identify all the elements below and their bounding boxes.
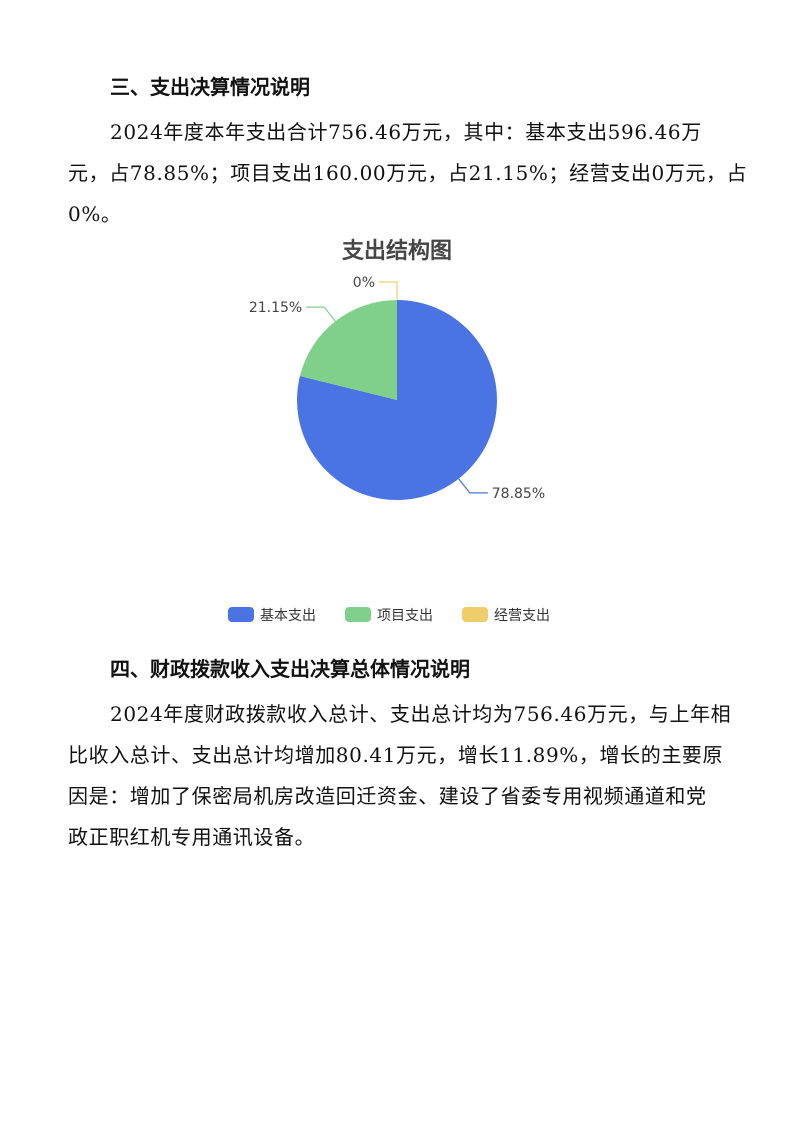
section4-line: 比收入总计、支出总计均增加80.41万元，增长11.89%，增长的主要原: [68, 743, 724, 767]
legend-item[interactable]: 基本支出: [228, 607, 316, 624]
chart-title: 支出结构图: [342, 238, 452, 264]
data-label: 78.85%: [492, 486, 545, 502]
pie-chart: 支出结构图 78.85% 21.15% 0% 基本支出 项目支出 经营支出: [228, 238, 550, 624]
section4-heading: 四、财政拨款收入支出决算总体情况说明: [110, 657, 470, 681]
data-label: 21.15%: [249, 300, 302, 316]
legend-item[interactable]: 经营支出: [462, 607, 550, 624]
section4-line: 政正职红机专用通讯设备。: [68, 825, 316, 849]
legend-label: 经营支出: [494, 608, 550, 624]
section3-heading: 三、支出决算情况说明: [110, 75, 310, 99]
section3-line: 2024年度本年支出合计756.46万元，其中：基本支出596.46万: [110, 120, 702, 144]
legend-label: 基本支出: [260, 607, 316, 624]
label-leader-line: [379, 281, 398, 300]
legend-label: 项目支出: [377, 608, 433, 624]
section4-line: 2024年度财政拨款收入总计、支出总计均为756.46万元，与上年相: [110, 702, 732, 726]
legend-swatch: [462, 607, 488, 622]
legend-swatch: [345, 607, 371, 622]
legend-swatch: [228, 607, 254, 622]
section3-line: 元，占78.85%；项目支出160.00万元，占21.15%；经营支出0万元，占: [68, 161, 748, 185]
pie-slice-1: [299, 300, 397, 400]
label-leader-line: [306, 306, 336, 322]
section4-line: 因是：增加了保密局机房改造回迁资金、建设了省委专用视频通道和党: [68, 784, 707, 808]
label-leader-line: [458, 478, 488, 494]
data-label: 0%: [353, 275, 375, 291]
legend-item[interactable]: 项目支出: [345, 607, 433, 624]
section3-line: 0%。: [68, 202, 122, 226]
